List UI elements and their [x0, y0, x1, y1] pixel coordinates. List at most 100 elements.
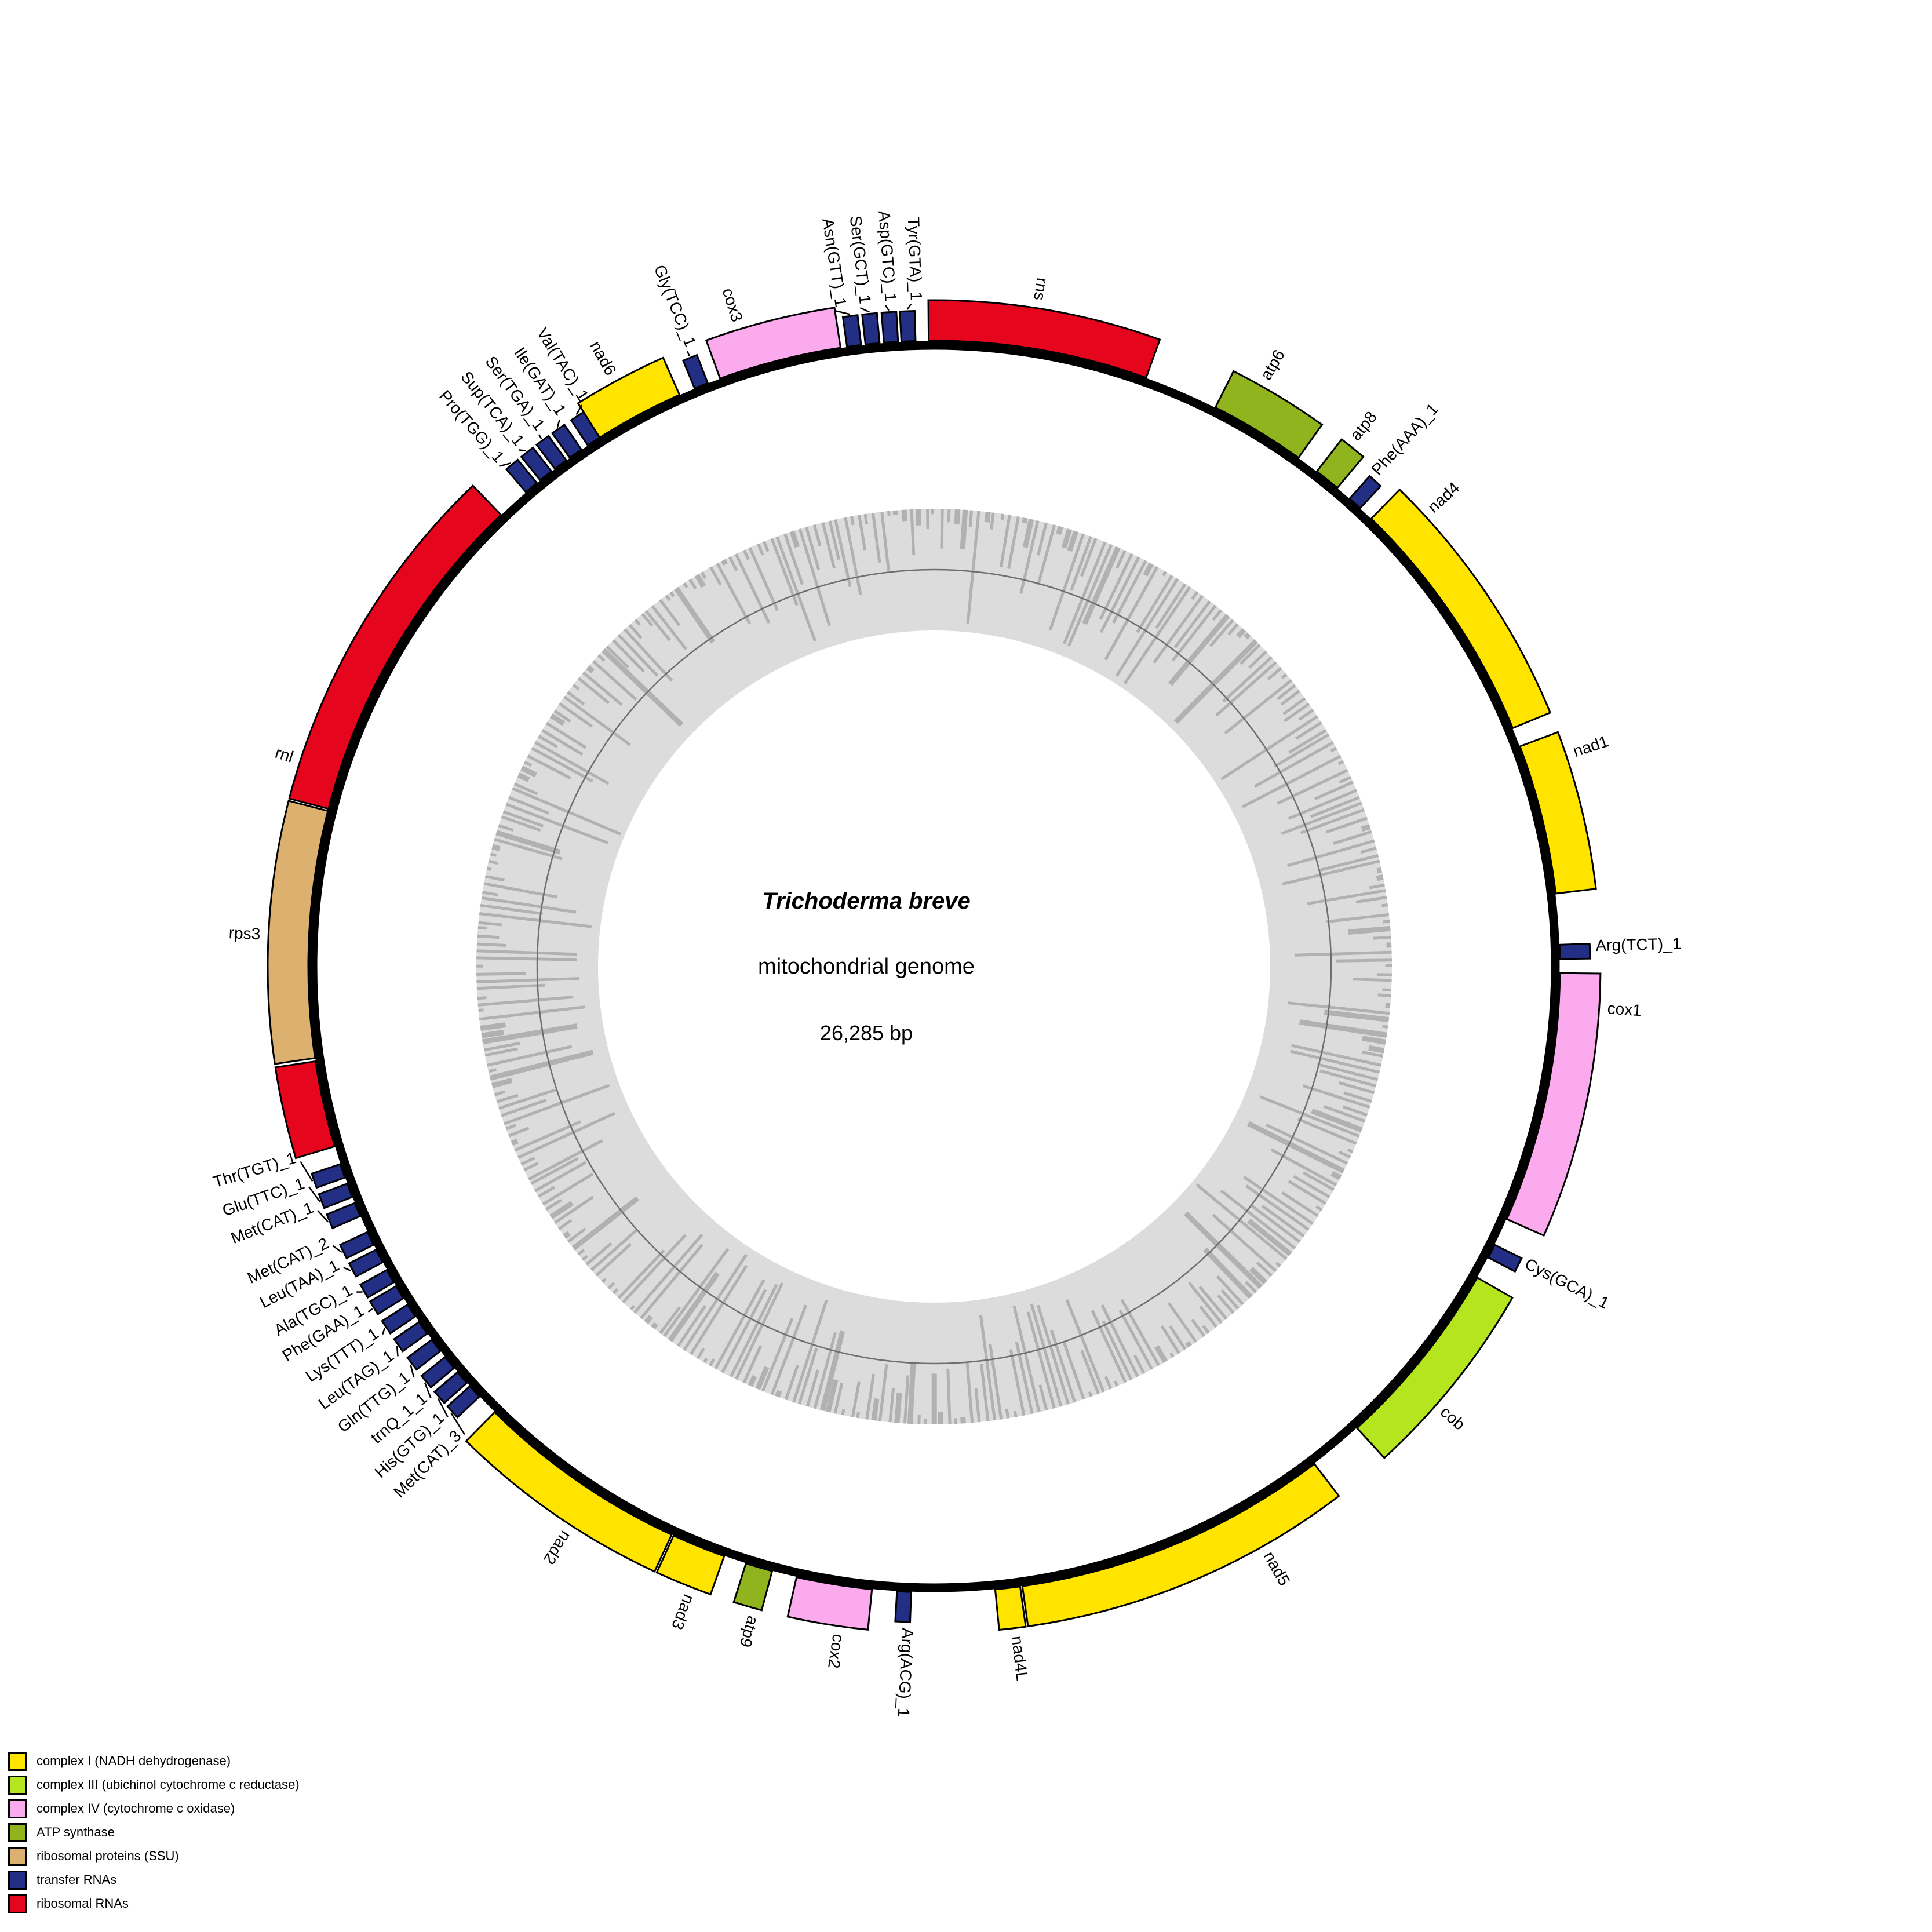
- legend-item-rrna: ribosomal RNAs: [8, 1894, 300, 1913]
- legend-swatch-complex4: [8, 1799, 27, 1818]
- feature-label-nad5: nad5: [1260, 1548, 1293, 1589]
- feature-arc-cox3-40: [705, 307, 842, 380]
- feature-arc-glu-ttc-1-28: [318, 1182, 353, 1209]
- legend-swatch-trna: [8, 1870, 27, 1890]
- leader-met-cat-2: [332, 1245, 342, 1253]
- legend-label-complex4: complex IV (cytochrome c oxidase): [37, 1801, 235, 1816]
- feature-arc-pro-tgg-1-33: [505, 458, 538, 494]
- feature-label-arg-tct-1: Arg(TCT)_1: [1595, 935, 1681, 954]
- leader-gln-ttg-1: [410, 1364, 415, 1378]
- feature-label-ser-gct-1: Ser(GCT)_1: [847, 215, 874, 305]
- leader-lys-ttt-1: [382, 1328, 386, 1335]
- leader-thr-tgt-1: [300, 1161, 314, 1182]
- feature-arc-leu-taa-1-25: [348, 1248, 384, 1278]
- feature-arc-ala-tgc-1-24: [359, 1268, 395, 1299]
- legend-label-rprot: ribosomal proteins (SSU): [37, 1849, 179, 1863]
- legend-swatch-complex3: [8, 1775, 27, 1795]
- legend-label-atp: ATP synthase: [37, 1825, 115, 1839]
- feature-label-cys-gca-1: Cys(GCA)_1: [1522, 1255, 1612, 1313]
- feature-arc-ser-tga-1-35: [535, 435, 568, 471]
- feature-label-arg-acg-1: Arg(ACG)_1: [895, 1627, 917, 1717]
- legend-label-complex1: complex I (NADH dehydrogenase): [37, 1754, 231, 1768]
- feature-label-rnl: rnl: [273, 743, 296, 766]
- feature-arc-rnl-30: [274, 1060, 336, 1160]
- label-leader-lines: [300, 303, 912, 1435]
- leader-phe-gaa-1: [367, 1308, 373, 1313]
- feature-label-cob: cob: [1437, 1403, 1468, 1434]
- feature-arc-atp8-2: [1315, 438, 1365, 490]
- feature-label-phe-aaa-1: Phe(AAA)_1: [1368, 400, 1442, 479]
- feature-arc-arg-tct-1-6: [1558, 942, 1591, 960]
- feature-label-cox2: cox2: [825, 1633, 847, 1669]
- feature-arc-asp-gtc-1-43: [880, 311, 899, 344]
- genome-backbone-circle: [308, 341, 1560, 1592]
- legend-item-complex1: complex I (NADH dehydrogenase): [8, 1751, 300, 1771]
- feature-label-gly-tcc-1: Gly(TCC)_1: [651, 263, 699, 349]
- feature-arc-tyr-gta-1-44: [899, 309, 917, 343]
- leader-gly-tcc-1: [687, 351, 690, 356]
- feature-arc-arg-acg-1-12: [894, 1590, 912, 1623]
- leader-ile-gat-1: [556, 419, 560, 428]
- leader-met-cat-3: [450, 1412, 465, 1435]
- feature-arc-lys-ttt-1-22: [381, 1303, 417, 1335]
- feature-arc-met-cat-2-26: [338, 1231, 375, 1260]
- legend-item-trna: transfer RNAs: [8, 1870, 300, 1890]
- center-title-block: Trichoderma breve mitochondrial genome 2…: [758, 888, 975, 1045]
- feature-arc-sup-tca-1-34: [520, 446, 553, 482]
- feature-label-nad2: nad2: [540, 1528, 575, 1568]
- leader-tyr-gta-1: [906, 303, 912, 310]
- feature-arc-nad4-4: [1370, 488, 1552, 730]
- feature-arc-rns-0: [927, 299, 1161, 379]
- legend-swatch-atp: [8, 1822, 27, 1842]
- feature-arc-nad2-16: [465, 1410, 673, 1573]
- feature-label-atp8: atp8: [1346, 408, 1380, 444]
- feature-arc-ser-gct-1-42: [861, 312, 881, 346]
- leader-his-gtg-1: [437, 1398, 449, 1417]
- legend-item-atp: ATP synthase: [8, 1822, 300, 1842]
- legend-item-complex3: complex III (ubichinol cytochrome c redu…: [8, 1775, 300, 1795]
- leader-ser-tga-1: [538, 433, 542, 440]
- feature-arc-met-cat-1-27: [325, 1202, 362, 1230]
- feature-label-nad1: nad1: [1571, 732, 1611, 760]
- feature-arc-cys-gca-1-8: [1487, 1244, 1523, 1273]
- legend-item-complex4: complex IV (cytochrome c oxidase): [8, 1799, 300, 1818]
- leader-leu-tag-1: [396, 1346, 399, 1357]
- feature-label-asp-gtc-1: Asp(GTC)_1: [875, 210, 899, 302]
- feature-arc-nad4l-11: [994, 1585, 1027, 1631]
- leader-pro-tgg-1: [499, 462, 512, 467]
- leader-val-tac-1: [575, 404, 583, 415]
- feature-arc-cob-9: [1355, 1276, 1514, 1460]
- feature-arc-thr-tgt-1-29: [311, 1163, 347, 1189]
- feature-arc-rps3-31: [267, 800, 329, 1065]
- feature-arc-nad5-10: [1021, 1462, 1340, 1628]
- feature-arc-nad1-5: [1518, 731, 1597, 895]
- legend-label-complex3: complex III (ubichinol cytochrome c redu…: [37, 1777, 300, 1792]
- feature-label-rps3: rps3: [228, 924, 261, 943]
- leader-asn-gtt-1: [836, 310, 851, 315]
- feature-arc-asn-gtt-1-41: [841, 314, 862, 348]
- feature-arc-atp6-1: [1214, 370, 1324, 459]
- legend-label-trna: transfer RNAs: [37, 1872, 117, 1887]
- feature-arc-ile-gat-1-36: [551, 423, 583, 459]
- legend-swatch-rprot: [8, 1846, 27, 1866]
- feature-arc-atp9-14: [732, 1562, 774, 1612]
- feature-arc-rnl-32: [288, 484, 502, 810]
- leader-ser-gct-1: [859, 307, 870, 313]
- feature-label-asn-gtt-1: Asn(GTT)_1: [819, 217, 850, 308]
- gc-midline: [536, 568, 1332, 1365]
- feature-arc-gln-ttg-1-20: [406, 1338, 442, 1371]
- feature-arc-phe-gaa-1-23: [369, 1285, 405, 1315]
- leader-met-cat-1: [317, 1210, 329, 1223]
- feature-arc-cox1-7: [1505, 972, 1602, 1237]
- feature-label-atp9: atp9: [736, 1614, 762, 1649]
- leader-sup-tca-1: [519, 449, 526, 452]
- legend: complex I (NADH dehydrogenase) complex II…: [8, 1751, 300, 1913]
- backbone-circle: [308, 341, 1560, 1592]
- leader-leu-taa-1: [343, 1267, 352, 1272]
- leader-trnq-1-1: [424, 1382, 432, 1398]
- feature-arc-cox2-13: [786, 1576, 873, 1631]
- feature-label-cox1: cox1: [1607, 999, 1642, 1019]
- feature-label-nad4: nad4: [1424, 479, 1463, 516]
